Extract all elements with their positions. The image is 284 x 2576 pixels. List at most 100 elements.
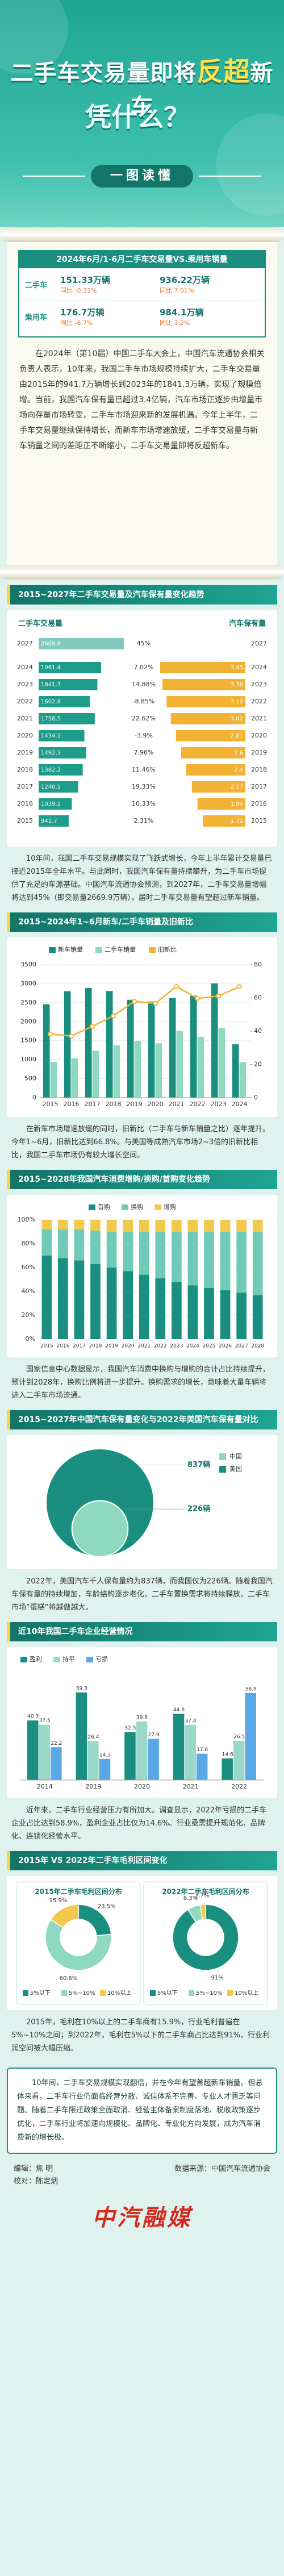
x-tick-label: 2021	[183, 1783, 199, 1790]
bar-segment	[90, 1230, 101, 1264]
bar-segment	[204, 1232, 214, 1288]
value-label: 3.36	[231, 682, 243, 688]
bar-segment	[155, 1278, 166, 1339]
chart-card: 837辆 226辆 中国 美国	[7, 1435, 277, 1569]
y2-tick-label: 40	[254, 1027, 262, 1035]
value-label: 2669.9	[41, 641, 61, 647]
bar-segment	[74, 1260, 85, 1339]
section: 2015~2024年1~6月新车/二手车销量及旧新比 新车销量 二手车销量 旧新比 0 5…	[0, 907, 284, 1164]
summary-title: 2024年6月/1-6月二手车交易量VS.乘用车销量	[19, 251, 265, 268]
legend-swatch	[219, 1466, 226, 1473]
x-tick-label: 2015	[43, 1101, 59, 1108]
bar-segment	[123, 1271, 133, 1339]
year-label: 2024	[17, 664, 33, 671]
bar-segment	[90, 1220, 101, 1231]
value-label: 2.7%	[195, 1893, 209, 1899]
bar	[43, 1004, 50, 1098]
bar-segment	[252, 1295, 263, 1339]
legend-label: 亏损	[95, 1655, 108, 1663]
bar	[218, 1027, 225, 1098]
section-title: 2015~2028年我国汽车消费增购/换购/首购变化趋势	[7, 1170, 277, 1189]
value-label: 1382.2	[41, 767, 61, 773]
year-label: 2020	[17, 732, 33, 739]
value-label: 37.5	[39, 1718, 51, 1724]
value-label: 23.5%	[98, 1903, 116, 1910]
bar	[39, 747, 86, 758]
bar	[148, 1739, 159, 1780]
legend-swatch	[219, 1453, 226, 1460]
bar	[155, 1043, 162, 1098]
legend-swatch	[150, 1990, 156, 1996]
legend-label: 汽车保有量	[229, 619, 266, 628]
change-label: 7.96%	[134, 749, 154, 756]
bar-segment	[106, 1220, 117, 1232]
bar	[113, 1045, 120, 1098]
bar	[87, 1741, 99, 1780]
bar-segment	[187, 1220, 198, 1232]
row-name: 乘用车	[25, 313, 48, 322]
value-label: 1602.8	[41, 699, 61, 705]
year-label: 2022	[251, 698, 267, 705]
section: 2015~2027年二手车交易量及汽车保有量变化趋势 二手车交易量 汽车保有量 202…	[0, 580, 284, 907]
x-tick-label: 2017	[73, 1344, 86, 1349]
pie-title: 2015年二手车毛利区间分布	[35, 1887, 122, 1896]
bar	[134, 1041, 141, 1098]
bar-segment	[236, 1220, 247, 1232]
legend-swatch	[20, 1657, 27, 1662]
bar-segment	[172, 1220, 182, 1232]
bar-segment	[123, 1220, 133, 1232]
change: 同比 -6.7%	[60, 319, 93, 327]
bar	[71, 1058, 78, 1098]
year-label: 2027	[251, 640, 267, 647]
legend-label: 二手车交易量	[18, 619, 62, 628]
section-title: 2015年 VS 2022年二手车毛利区间变化	[7, 1851, 277, 1870]
title-line2: 凭什么？	[85, 102, 190, 132]
sections: 2015~2027年二手车交易量及汽车保有量变化趋势 二手车交易量 汽车保有量 202…	[0, 580, 284, 2057]
value-label: 1.94	[231, 801, 243, 807]
change-label: -8.85%	[133, 698, 155, 705]
legend-label: 旧新比	[158, 945, 177, 953]
x-tick-label: 2020	[148, 1101, 164, 1108]
value-label: 26.4	[87, 1735, 99, 1740]
bar	[39, 662, 102, 673]
x-tick-label: 2022	[154, 1344, 167, 1349]
banner: 一图读懂	[91, 165, 193, 187]
x-tick-label: 2015	[40, 1344, 53, 1349]
bar	[39, 730, 85, 741]
line-point	[237, 984, 242, 990]
paragraph: 国家信息中心数据显示，我国汽车消费中换购与增购的合计占比持续提升，预计到2028…	[11, 1365, 270, 1400]
bar	[39, 638, 124, 649]
legend-label: 盈利	[30, 1656, 42, 1663]
line-point	[195, 995, 200, 1001]
bar	[64, 991, 71, 1098]
year-label: 2027	[17, 640, 33, 647]
bar	[176, 730, 245, 741]
legend-swatch	[154, 1204, 161, 1210]
y2-tick-label: 20	[254, 1061, 262, 1068]
y2-tick-label: 80	[254, 961, 262, 968]
legend-swatch	[86, 1657, 93, 1662]
chart-card: 新车销量 二手车销量 旧新比 0 500 1000 1500 2000 2500 3000 3500…	[7, 937, 277, 1117]
x-tick-label: 2022	[231, 1783, 247, 1790]
value-label: 60.6%	[60, 1975, 78, 1982]
cell: 176.7万辆 同比 -6.7%	[60, 306, 160, 327]
value-label: 40.3	[27, 1714, 39, 1720]
bar	[186, 764, 245, 776]
value-label: 91%	[211, 1975, 224, 1981]
value-label: 1240.1	[41, 784, 61, 790]
year-label: 2023	[251, 681, 267, 688]
bar-segment	[58, 1220, 68, 1229]
bar-segment	[74, 1220, 85, 1229]
title-part: 二手车交易量即将	[10, 60, 197, 86]
proof: 校对：陈定炳	[14, 2177, 59, 2186]
year-label: 2016	[251, 800, 267, 807]
bar-segment	[187, 1232, 198, 1286]
cell: 984.1万辆 同比 3.2%	[160, 306, 259, 327]
scroll-panel: 2024年6月/1-6月二手车交易量VS.乘用车销量 二手车 151.33万辆同…	[0, 227, 284, 580]
bar	[197, 798, 245, 810]
change-label: 19.33%	[132, 783, 156, 790]
change-label: 45%	[137, 640, 151, 647]
legend-label: 5%以下	[157, 1990, 178, 1996]
year-label: 2021	[17, 715, 33, 722]
legend-swatch	[49, 947, 56, 953]
